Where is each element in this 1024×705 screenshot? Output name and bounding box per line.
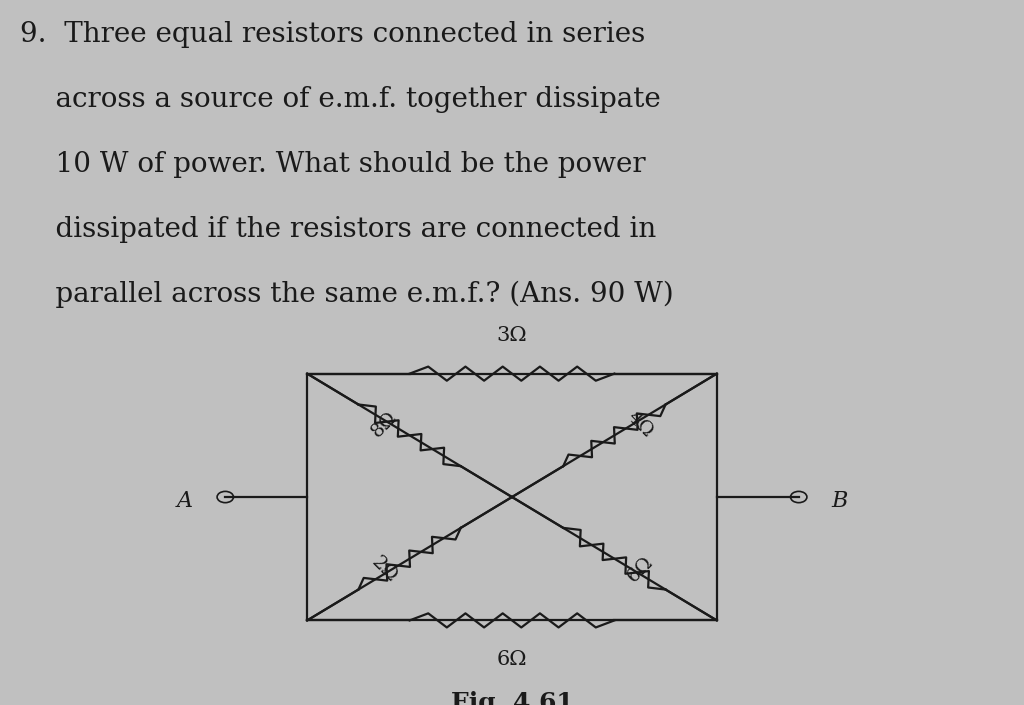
Text: Fig. 4.61: Fig. 4.61 <box>451 691 573 705</box>
Text: 4Ω: 4Ω <box>624 408 656 441</box>
Text: B: B <box>831 489 848 512</box>
Text: 8Ω: 8Ω <box>368 408 400 441</box>
Text: 9.  Three equal resistors connected in series: 9. Three equal resistors connected in se… <box>20 21 646 48</box>
Text: 10 W of power. What should be the power: 10 W of power. What should be the power <box>20 151 646 178</box>
Text: dissipated if the resistors are connected in: dissipated if the resistors are connecte… <box>20 216 656 243</box>
Text: 6Ω: 6Ω <box>624 553 656 586</box>
Text: across a source of e.m.f. together dissipate: across a source of e.m.f. together dissi… <box>20 86 662 113</box>
Text: A: A <box>176 489 193 512</box>
Text: 6Ω: 6Ω <box>497 650 527 669</box>
Text: 2Ω: 2Ω <box>368 553 400 586</box>
Text: 3Ω: 3Ω <box>497 326 527 345</box>
Text: parallel across the same e.m.f.? (Ans. 90 W): parallel across the same e.m.f.? (Ans. 9… <box>20 281 674 308</box>
